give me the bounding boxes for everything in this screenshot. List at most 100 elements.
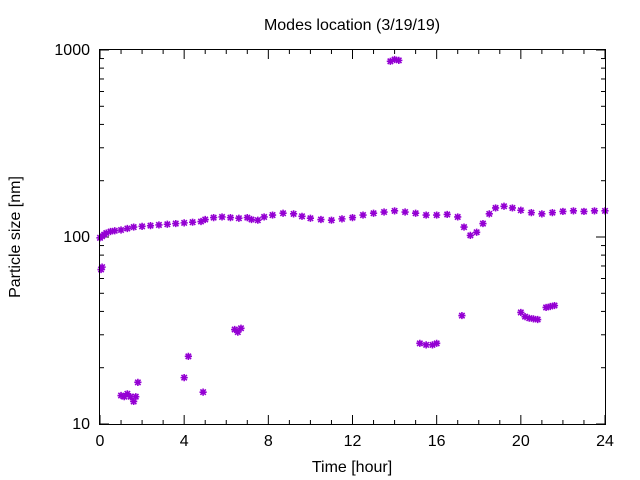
- data-points: [96, 55, 609, 406]
- data-point: [97, 265, 105, 274]
- data-point: [548, 209, 556, 217]
- data-point: [390, 207, 399, 215]
- data-point: [126, 393, 135, 401]
- data-point: [120, 393, 128, 401]
- data-point: [306, 214, 315, 222]
- data-point: [460, 223, 468, 231]
- data-point: [422, 341, 430, 349]
- data-point: [289, 210, 298, 218]
- data-point: [138, 222, 146, 230]
- data-point: [130, 223, 138, 231]
- data-point: [102, 229, 110, 237]
- data-point: [117, 226, 125, 234]
- data-point: [106, 227, 115, 236]
- data-point: [542, 303, 550, 312]
- data-point: [546, 302, 554, 311]
- data-point: [443, 210, 451, 219]
- data-point: [422, 211, 430, 219]
- data-point: [130, 397, 138, 406]
- x-tick-label: 24: [596, 433, 614, 450]
- data-point: [479, 219, 487, 228]
- axis-ticks: 0 4 8 12 16 20 24 10 100 1000: [54, 42, 614, 450]
- data-point: [359, 211, 367, 219]
- data-point: [199, 388, 207, 396]
- data-point: [466, 231, 474, 239]
- data-point: [454, 213, 462, 221]
- data-point: [237, 324, 245, 332]
- data-point: [201, 215, 209, 224]
- data-point: [247, 215, 256, 224]
- data-point: [386, 57, 394, 65]
- data-point: [155, 221, 163, 229]
- data-point: [254, 216, 262, 224]
- data-point: [210, 213, 218, 222]
- data-point: [458, 311, 466, 320]
- x-tick-label: 8: [264, 433, 273, 450]
- data-point: [580, 207, 588, 216]
- data-point: [569, 207, 578, 215]
- data-point: [517, 206, 525, 214]
- data-point: [428, 341, 437, 349]
- data-point: [243, 213, 251, 222]
- data-point: [163, 220, 171, 228]
- data-point: [559, 207, 567, 216]
- data-point: [218, 213, 226, 221]
- data-point: [412, 209, 420, 217]
- data-point: [184, 352, 192, 360]
- data-point: [111, 227, 119, 235]
- data-point: [123, 390, 131, 398]
- data-point: [234, 328, 242, 336]
- data-point: [132, 393, 140, 401]
- data-point: [521, 313, 529, 321]
- x-tick-label: 16: [428, 433, 446, 450]
- plot-frame: [99, 49, 606, 425]
- data-point: [508, 204, 517, 212]
- data-point: [529, 315, 538, 323]
- data-point: [188, 218, 197, 226]
- x-tick-label: 4: [180, 433, 189, 450]
- data-point: [369, 209, 378, 217]
- data-point: [550, 301, 559, 310]
- data-point: [197, 217, 205, 226]
- data-point: [473, 228, 481, 236]
- data-point: [401, 208, 409, 216]
- data-point: [172, 219, 180, 228]
- y-tick-label: 100: [63, 229, 90, 246]
- data-point: [433, 211, 441, 219]
- data-point: [491, 204, 500, 212]
- y-tick-label: 1000: [54, 42, 90, 59]
- data-point: [525, 314, 533, 322]
- data-point: [433, 339, 441, 347]
- y-tick-label: 10: [72, 416, 90, 433]
- data-point: [395, 56, 403, 64]
- data-point: [590, 207, 599, 215]
- data-point: [527, 209, 535, 217]
- data-point: [327, 216, 336, 224]
- data-point: [260, 213, 268, 221]
- data-point: [380, 208, 388, 216]
- data-point: [98, 263, 106, 271]
- y-axis-label: Particle size [nm]: [7, 176, 24, 298]
- data-point: [134, 378, 142, 386]
- x-tick-label: 0: [96, 433, 105, 450]
- data-point: [231, 325, 239, 334]
- x-tick-label: 12: [344, 433, 362, 450]
- x-axis-label: Time [hour]: [312, 459, 392, 476]
- data-point: [279, 209, 287, 217]
- data-point: [348, 213, 357, 222]
- data-point: [390, 55, 399, 64]
- data-point: [123, 224, 131, 233]
- data-point: [117, 391, 125, 400]
- data-point: [534, 315, 542, 324]
- chart-title: Modes location (3/19/19): [264, 17, 440, 34]
- data-point: [298, 212, 306, 220]
- data-point: [268, 211, 277, 219]
- data-point: [226, 213, 235, 222]
- data-point: [517, 308, 525, 317]
- data-point: [180, 219, 188, 227]
- data-point: [416, 339, 424, 347]
- data-point: [485, 210, 493, 218]
- x-tick-label: 20: [512, 433, 530, 450]
